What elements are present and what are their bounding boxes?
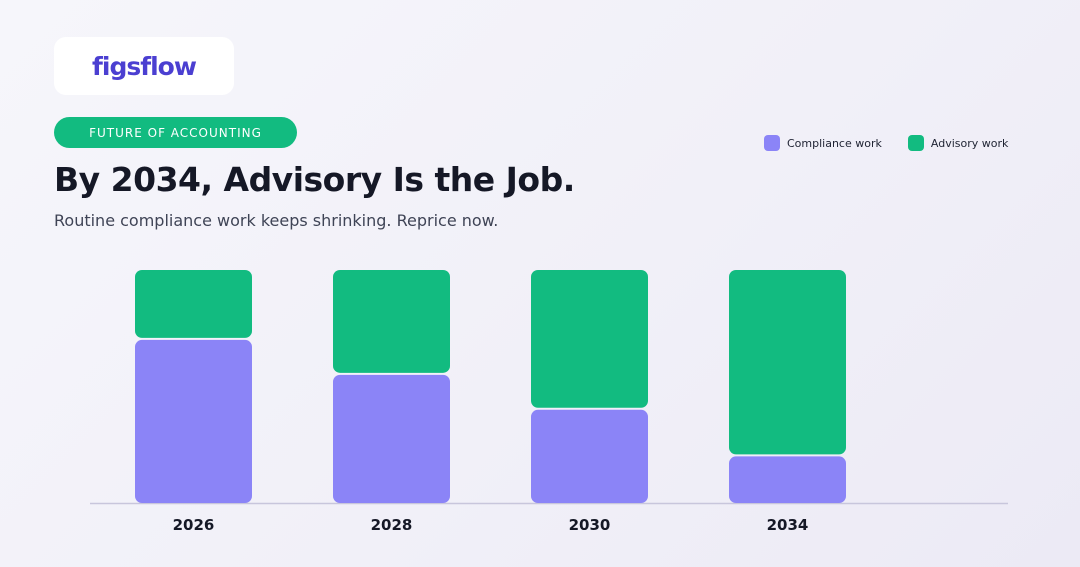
bar-compliance-2034: [729, 456, 846, 503]
x-tick-label-2028: 2028: [371, 516, 413, 534]
legend-item-advisory: Advisory work: [907, 135, 1009, 151]
bar-advisory-2034: [729, 270, 846, 455]
page-title: By 2034, Advisory Is the Job.: [54, 160, 575, 199]
legend-item-compliance: Compliance work: [764, 135, 882, 151]
page-subtitle: Routine compliance work keeps shrinking.…: [54, 211, 499, 230]
category-badge: FUTURE OF ACCOUNTING: [54, 117, 297, 148]
bar-compliance-2026: [135, 339, 252, 503]
legend-label-compliance: Compliance work: [787, 136, 882, 150]
bar-advisory-2028: [333, 270, 450, 373]
legend-label-advisory: Advisory work: [930, 136, 1009, 150]
bar-compliance-2030: [531, 409, 648, 503]
bar-compliance-2028: [333, 374, 450, 503]
bar-advisory-2030: [531, 270, 648, 408]
legend-swatch-compliance: [764, 135, 780, 151]
logo-card: figsflow: [54, 37, 234, 95]
legend-swatch-advisory: [907, 135, 924, 151]
chart-legend: Compliance work Advisory work: [764, 135, 1008, 151]
x-tick-label-2026: 2026: [173, 516, 215, 534]
bar-advisory-2026: [135, 270, 252, 338]
x-tick-label-2034: 2034: [767, 516, 809, 534]
figsflow-logo: figsflow: [92, 51, 197, 81]
x-tick-label-2030: 2030: [569, 516, 611, 534]
